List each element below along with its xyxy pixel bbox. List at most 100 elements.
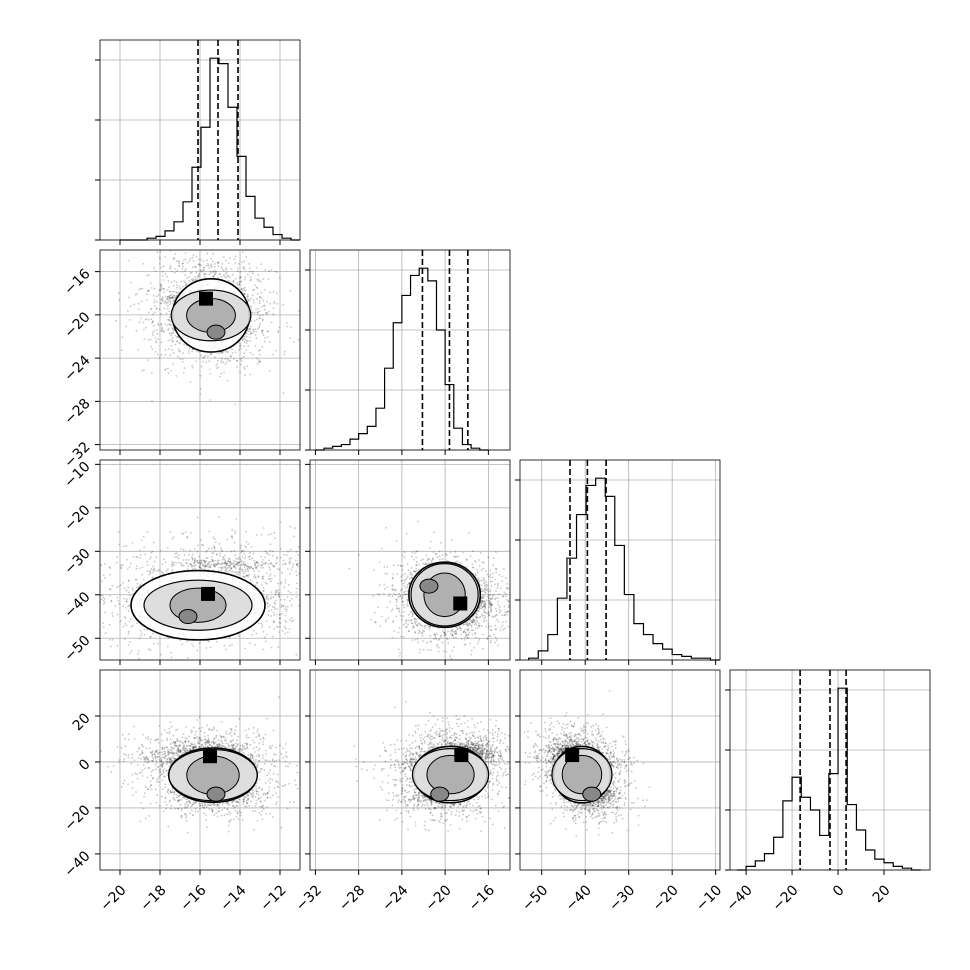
sample-point <box>199 387 202 390</box>
sample-point <box>200 365 203 368</box>
sample-point <box>173 271 176 274</box>
sample-point <box>179 287 182 290</box>
sample-point <box>169 300 172 302</box>
sample-point <box>150 318 153 321</box>
sample-point <box>175 552 178 555</box>
sample-point <box>351 624 353 626</box>
sample-point <box>288 618 291 621</box>
sample-point <box>169 303 171 305</box>
sample-point <box>295 582 298 585</box>
sample-point <box>257 576 260 578</box>
sample-point <box>181 268 184 270</box>
sample-point <box>272 290 275 293</box>
sample-point <box>226 563 229 566</box>
sample-point <box>258 326 261 328</box>
sample-point <box>286 631 289 634</box>
sample-point <box>184 268 187 271</box>
sample-point <box>224 363 227 366</box>
sample-point <box>289 560 291 563</box>
sample-point <box>131 587 134 590</box>
sample-point <box>248 558 251 561</box>
sample-point <box>267 278 270 281</box>
sample-point <box>199 269 202 272</box>
sample-point <box>175 335 178 338</box>
sample-point <box>158 569 161 571</box>
sample-point <box>146 560 148 563</box>
sample-point <box>155 301 158 303</box>
sample-point <box>235 571 238 573</box>
sample-point <box>155 295 158 298</box>
sample-point <box>208 236 210 238</box>
sample-point <box>267 597 270 600</box>
sample-point <box>205 560 208 562</box>
sample-point <box>128 319 131 321</box>
sample-point <box>200 270 203 273</box>
sample-point <box>209 399 212 401</box>
sample-point <box>173 294 175 297</box>
sample-point <box>161 296 164 298</box>
sample-point <box>174 343 177 346</box>
sample-point <box>164 349 167 351</box>
sample-point <box>98 608 100 610</box>
sample-point <box>221 558 224 561</box>
sample-point <box>211 260 214 263</box>
sample-point <box>203 559 205 562</box>
sample-point <box>195 271 198 274</box>
sample-point <box>170 334 173 337</box>
sample-point <box>261 332 264 335</box>
sample-point <box>136 293 138 295</box>
sample-point <box>263 308 266 311</box>
sample-point <box>166 329 169 331</box>
sample-point <box>191 350 193 353</box>
sample-point <box>246 296 249 298</box>
sample-point <box>248 270 251 273</box>
sample-point <box>225 267 227 269</box>
sample-point <box>203 273 206 276</box>
sample-point <box>161 326 163 328</box>
sample-point <box>167 279 170 282</box>
sample-point <box>288 337 291 340</box>
sample-point <box>273 300 276 303</box>
sample-point <box>192 278 195 281</box>
sample-point <box>245 349 247 351</box>
sample-point <box>127 605 130 608</box>
sample-point <box>259 317 261 320</box>
sample-point <box>146 274 149 277</box>
sample-point <box>202 269 204 272</box>
sample-point <box>225 273 227 275</box>
sample-point <box>240 288 243 291</box>
sample-point <box>257 273 260 276</box>
sample-point <box>177 557 180 560</box>
sample-point <box>279 582 282 585</box>
sample-point <box>206 556 209 559</box>
sample-point <box>200 561 202 564</box>
sample-point <box>192 254 195 257</box>
sample-point <box>298 605 300 607</box>
sample-point <box>198 565 200 568</box>
sample-point <box>258 310 261 313</box>
sample-point <box>200 567 203 570</box>
sample-point <box>62 636 64 638</box>
sample-point <box>111 612 114 615</box>
sample-point <box>128 594 131 597</box>
sample-point <box>247 345 250 347</box>
sample-point <box>182 244 184 246</box>
sample-point <box>198 561 201 564</box>
sample-point <box>191 266 194 269</box>
sample-point <box>98 597 100 599</box>
sample-point <box>168 323 171 326</box>
sample-point <box>255 308 257 311</box>
sample-point <box>212 564 215 567</box>
sample-point <box>276 608 278 611</box>
sample-point <box>243 336 246 338</box>
sample-point <box>191 279 194 282</box>
sample-point <box>184 281 186 284</box>
sample-point <box>269 562 272 564</box>
sample-point <box>139 549 141 552</box>
sample-point <box>142 328 145 331</box>
sample-point <box>253 570 256 572</box>
sample-point <box>120 567 123 570</box>
sample-point <box>229 561 232 564</box>
sample-point <box>148 570 151 573</box>
sample-point <box>237 561 240 564</box>
